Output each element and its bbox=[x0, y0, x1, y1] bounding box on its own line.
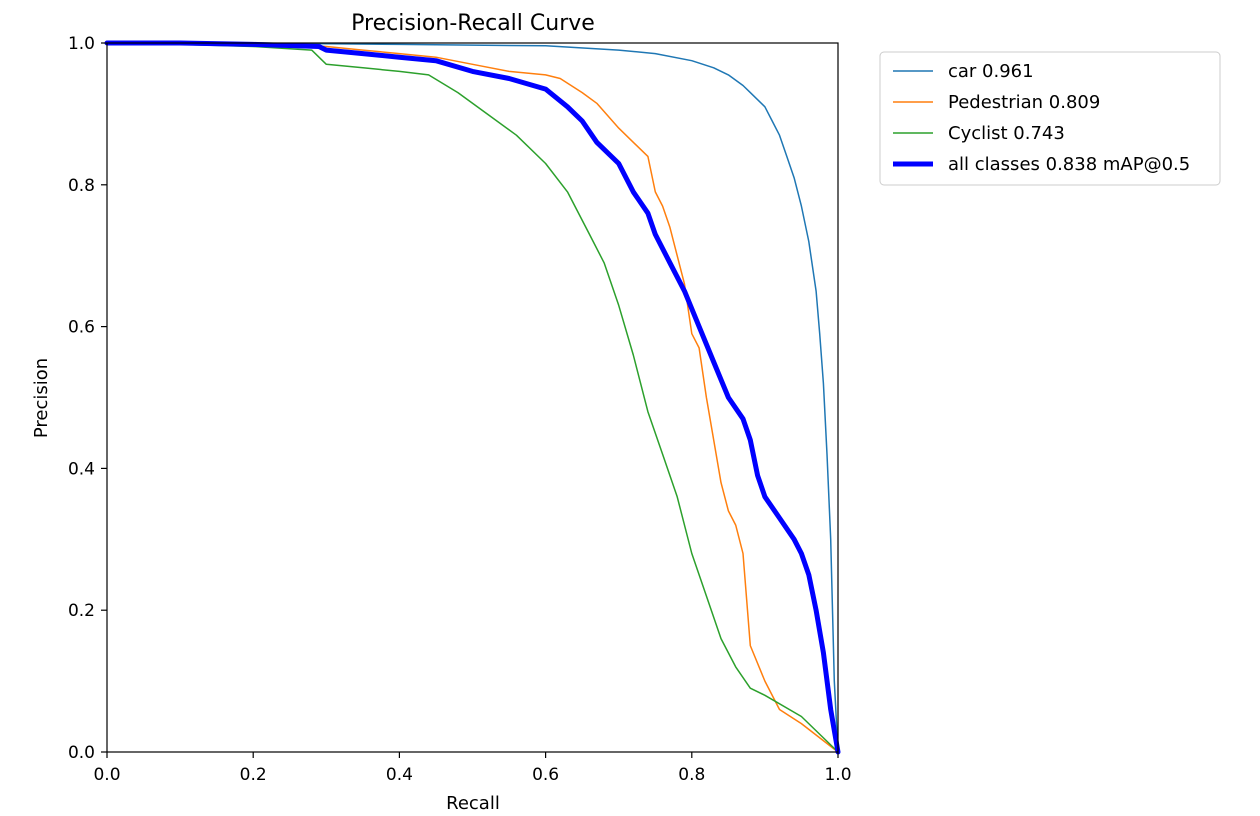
x-tick-label-3: 0.6 bbox=[532, 765, 559, 785]
y-tick-label-1: 0.2 bbox=[68, 601, 95, 621]
legend-label-1: Pedestrian 0.809 bbox=[948, 92, 1100, 113]
legend-label-2: Cyclist 0.743 bbox=[948, 123, 1065, 144]
series-line-0 bbox=[106, 42, 839, 753]
plot-series-group bbox=[104, 40, 841, 755]
plot-frame bbox=[106, 42, 839, 753]
x-tick-label-1: 0.2 bbox=[240, 765, 267, 785]
series-line-3 bbox=[104, 40, 841, 755]
series-line-2 bbox=[106, 42, 839, 753]
legend-box bbox=[879, 51, 1221, 186]
axis-ticks-group: 0.0 0.2 0.4 0.6 0.8 1.0 0.0 0.2 0.4 0.6 0.8 1.0 bbox=[68, 34, 852, 785]
y-tick-label-4: 0.8 bbox=[68, 176, 95, 196]
x-tick-label-0: 0.0 bbox=[93, 765, 120, 785]
y-tick-label-5: 1.0 bbox=[68, 34, 95, 54]
x-tick-label-5: 1.0 bbox=[824, 765, 851, 785]
legend-label-3: all classes 0.838 mAP@0.5 bbox=[948, 154, 1190, 175]
x-axis-label: Recall bbox=[446, 793, 500, 814]
legend-items: car 0.961 Pedestrian 0.809 Cyclist 0.743 al… bbox=[893, 61, 1190, 175]
y-axis-label: Precision bbox=[31, 358, 52, 438]
y-tick-label-2: 0.4 bbox=[68, 459, 95, 479]
x-tick-label-2: 0.4 bbox=[386, 765, 413, 785]
legend: car 0.961 Pedestrian 0.809 Cyclist 0.743 al… bbox=[879, 51, 1221, 186]
y-tick-label-3: 0.6 bbox=[68, 318, 95, 338]
legend-label-0: car 0.961 bbox=[948, 61, 1034, 82]
y-tick-label-0: 0.0 bbox=[68, 743, 95, 763]
chart-title: Precision-Recall Curve bbox=[351, 11, 595, 36]
x-tick-label-4: 0.8 bbox=[678, 765, 705, 785]
series-line-1 bbox=[106, 42, 839, 753]
